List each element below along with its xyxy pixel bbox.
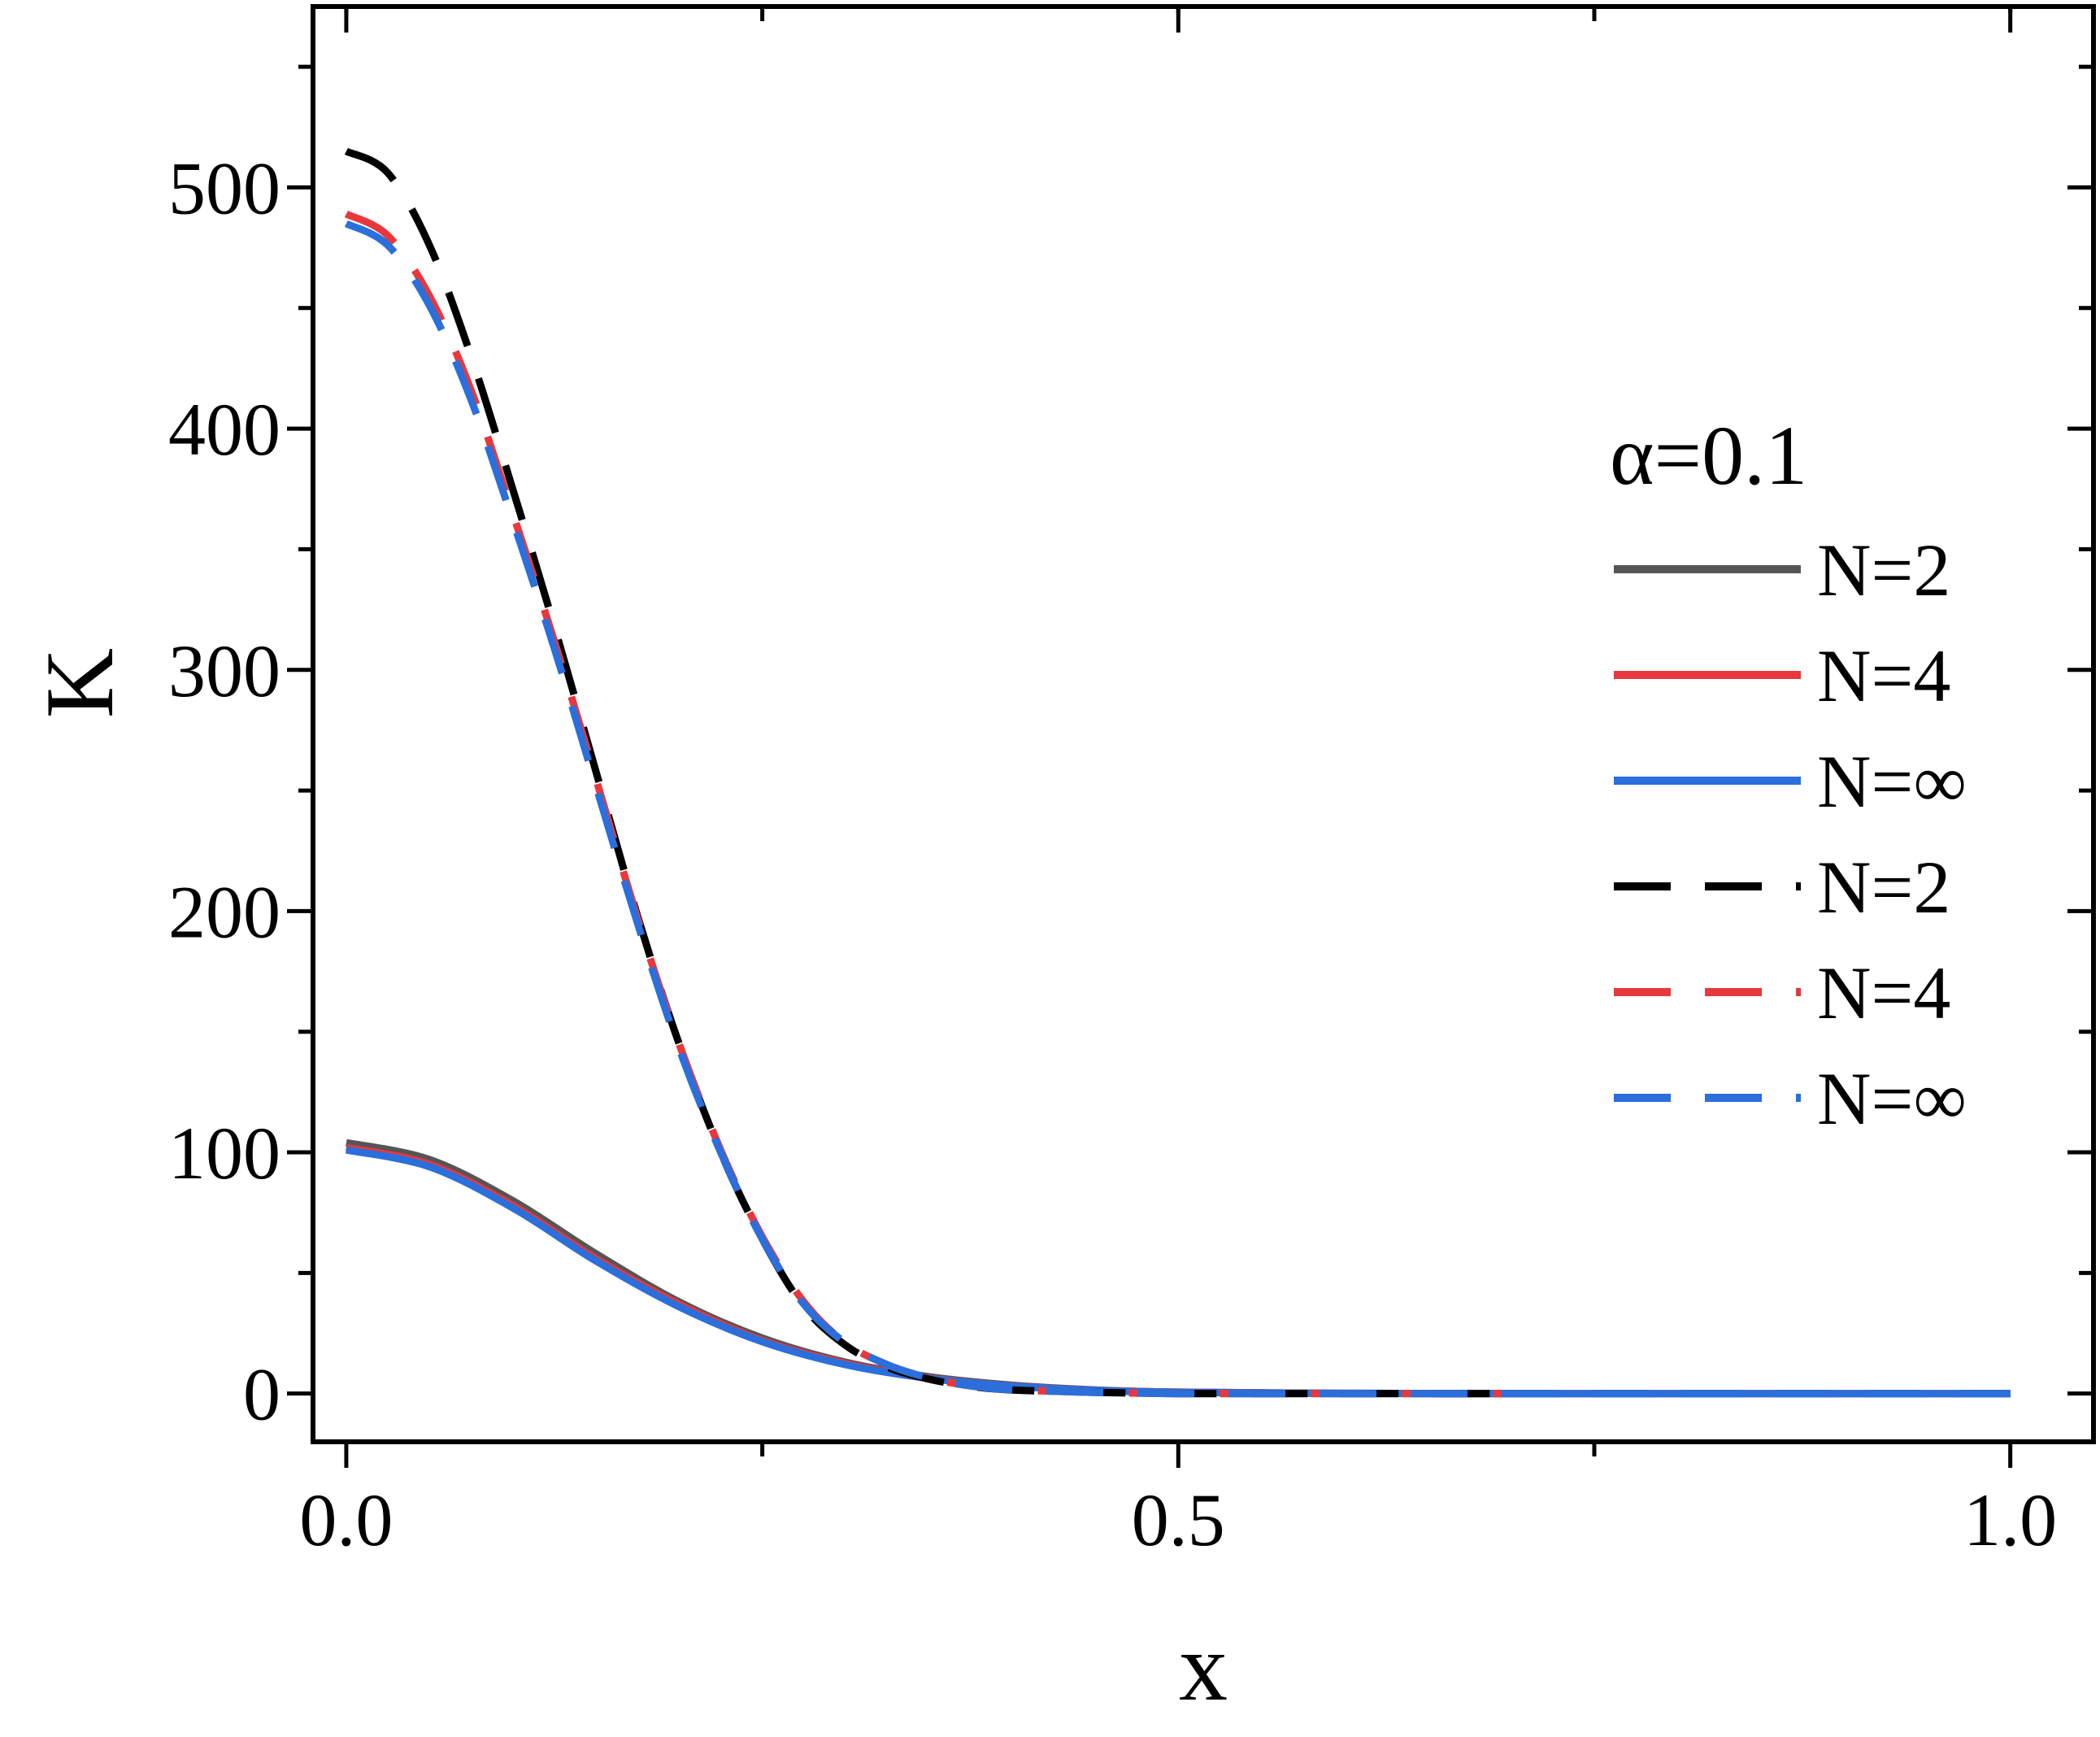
plot-frame xyxy=(311,4,2096,1444)
legend-label-1: N=2 xyxy=(1817,529,1950,612)
y-tick-label: 200 xyxy=(168,870,280,953)
legend-label-5: N=4 xyxy=(1817,951,1950,1034)
legend-label-3: N=∞ xyxy=(1817,740,1967,823)
ticks-layer: 0.0 0.5 1.0 0 100 200 300 400 500 xyxy=(168,7,2093,1561)
legend-label-2: N=4 xyxy=(1817,634,1950,717)
legend-title: α=0.1 xyxy=(1610,409,1807,503)
series-line-1-solid xyxy=(346,1138,2011,1398)
x-axis-label: x xyxy=(1179,1613,1228,1721)
legend: α=0.1 N=2 N=4 N=∞ N=2 N=4 N=∞ xyxy=(1610,409,1967,1140)
y-tick-label: 300 xyxy=(168,629,280,712)
series-line-2-solid xyxy=(345,1143,2011,1398)
y-axis-label: K xyxy=(25,648,133,719)
x-tick-label: 0.0 xyxy=(299,1478,393,1561)
y-tick-label: 500 xyxy=(168,146,280,229)
x-tick-label: 0.5 xyxy=(1132,1478,1225,1561)
y-tick-label: 100 xyxy=(168,1112,280,1195)
series-line-6-dashed xyxy=(344,220,2011,1398)
series-line-3-solid xyxy=(346,1146,2011,1398)
y-tick-label: 0 xyxy=(243,1353,280,1436)
series-layer xyxy=(344,147,2011,1398)
legend-label-4: N=2 xyxy=(1817,846,1950,929)
x-tick-label: 1.0 xyxy=(1963,1478,2057,1561)
y-tick-label: 400 xyxy=(168,388,280,471)
legend-label-6: N=∞ xyxy=(1817,1057,1967,1140)
series-line-4-dashed xyxy=(344,147,1511,1398)
